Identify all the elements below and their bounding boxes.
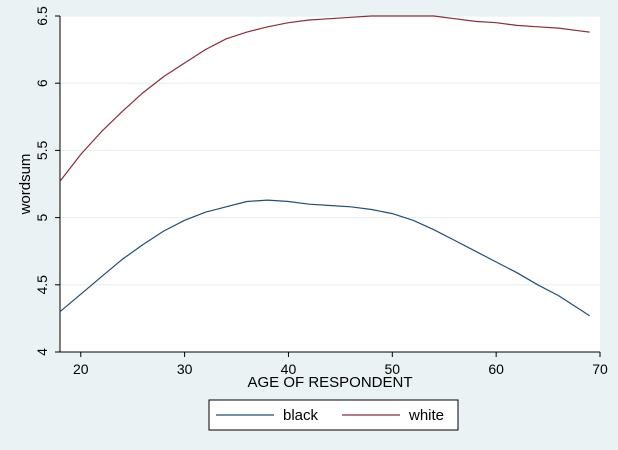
x-tick-label: 40 [281, 361, 297, 377]
series-line-black [59, 199, 590, 317]
legend-label-white: white [408, 407, 444, 424]
legend-box [208, 399, 459, 431]
x-tick-label: 50 [385, 361, 401, 377]
y-tick-label: 6 [34, 79, 50, 87]
y-ticks: 4 4.5 5 5.5 6 6.5 [34, 6, 60, 356]
legend-label-black: black [283, 407, 319, 424]
x-tick-label: 30 [177, 361, 193, 377]
axes [59, 16, 600, 353]
y-tick-label: 5 [34, 213, 50, 221]
x-tick-label: 20 [73, 361, 89, 377]
y-tick-label: 4.5 [34, 275, 50, 295]
y-tick-label: 6.5 [34, 6, 50, 26]
x-tick-label: 70 [592, 361, 608, 377]
x-ticks: 20 30 40 50 60 70 [73, 352, 608, 377]
series-lines [59, 15, 590, 317]
plot-area [60, 16, 600, 352]
x-axis-title: AGE OF RESPONDENT [247, 374, 412, 391]
y-axis-title: wordsum [17, 154, 34, 216]
series-line-white [59, 15, 590, 182]
x-tick-label: 60 [488, 361, 504, 377]
legend: black white [208, 399, 459, 431]
y-tick-label: 4 [34, 348, 50, 356]
y-tick-label: 5.5 [34, 140, 50, 160]
